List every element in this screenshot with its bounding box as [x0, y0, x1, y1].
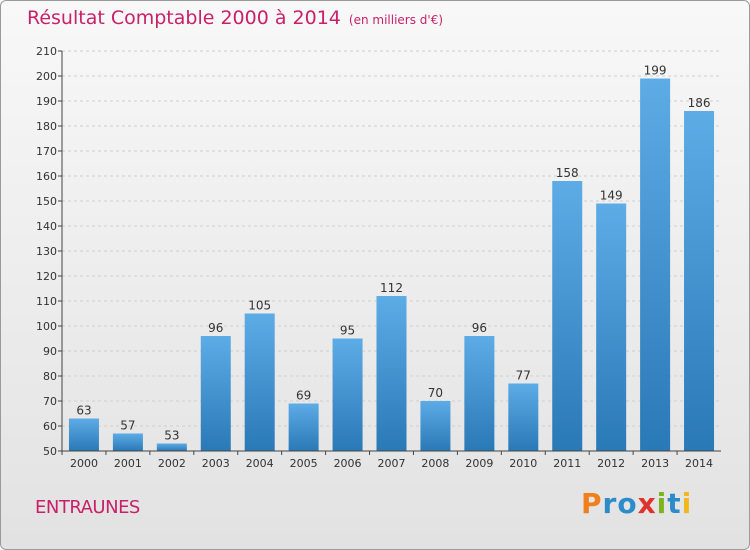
bars — [68, 78, 715, 451]
data-label-2006: 95 — [340, 324, 355, 338]
x-tick-label: 2000 — [70, 457, 98, 470]
y-tick-label: 150 — [36, 195, 57, 208]
y-tick-label: 120 — [36, 270, 57, 283]
y-tick-label: 110 — [36, 295, 57, 308]
bar-2003 — [200, 336, 231, 451]
x-tick-label: 2005 — [290, 457, 318, 470]
y-tick-label: 90 — [43, 345, 57, 358]
logo-letter: i — [656, 487, 668, 520]
data-label-2013: 199 — [644, 64, 667, 78]
commune-name: ENTRAUNES — [35, 497, 140, 518]
bar-2005 — [288, 403, 319, 451]
data-label-2007: 112 — [380, 281, 403, 295]
x-tick-label: 2010 — [509, 457, 537, 470]
bar-2004 — [244, 313, 275, 451]
logo-letter: t — [667, 487, 682, 520]
x-tick-label: 2012 — [597, 457, 625, 470]
bar-2013 — [640, 78, 671, 451]
data-label-2005: 69 — [296, 389, 311, 403]
bar-2010 — [508, 383, 539, 451]
grid-lines — [62, 50, 721, 427]
data-label-2002: 53 — [164, 429, 179, 443]
logo-letter: i — [681, 487, 693, 520]
x-tick-label: 2013 — [641, 457, 669, 470]
logo-letter: P — [581, 487, 603, 520]
y-tick-label: 190 — [36, 95, 57, 108]
y-tick-label: 140 — [36, 220, 57, 233]
chart-unit-note: (en milliers d'€) — [348, 13, 444, 27]
x-tick-label: 2006 — [334, 457, 362, 470]
bar-2014 — [684, 111, 715, 451]
bar-2002 — [156, 443, 187, 451]
chart-title: Résultat Comptable 2000 à 2014 (en millie… — [27, 7, 443, 29]
y-tick-label: 100 — [36, 320, 57, 333]
data-label-2011: 158 — [556, 166, 579, 180]
bar-2009 — [464, 336, 495, 451]
bar-2007 — [376, 296, 407, 451]
data-labels: 63 57 53 96 105 69 95 112 70 96 77 158 149 199 186 — [76, 64, 710, 443]
x-tick-label: 2003 — [202, 457, 230, 470]
bar-2001 — [112, 433, 143, 451]
y-axis-ticks: 50 60 70 80 90 100 110 120 130 140 150 160 170 180 190… — [36, 45, 62, 458]
y-tick-label: 130 — [36, 245, 57, 258]
data-label-2004: 105 — [248, 299, 271, 313]
data-label-2010: 77 — [516, 369, 531, 383]
y-tick-label: 200 — [36, 70, 57, 83]
x-tick-label: 2008 — [421, 457, 449, 470]
bar-2000 — [68, 418, 99, 451]
logo-letter: x — [637, 487, 657, 520]
y-tick-label: 70 — [43, 395, 57, 408]
y-tick-label: 80 — [43, 370, 57, 383]
y-tick-label: 50 — [43, 445, 57, 458]
x-tick-label: 2007 — [378, 457, 406, 470]
y-tick-label: 210 — [36, 45, 57, 58]
x-tick-label: 2004 — [246, 457, 274, 470]
x-tick-label: 2011 — [553, 457, 581, 470]
data-label-2014: 186 — [688, 96, 711, 110]
x-tick-label: 2014 — [685, 457, 713, 470]
bar-2006 — [332, 338, 363, 451]
data-label-2001: 57 — [120, 419, 135, 433]
data-label-2012: 149 — [600, 189, 623, 203]
data-label-2008: 70 — [428, 386, 443, 400]
bar-2008 — [420, 401, 451, 451]
x-axis-ticks: 2000 2001 2002 2003 2004 2005 2006 2007 2008 2009… — [61, 451, 713, 470]
data-label-2009: 96 — [472, 321, 487, 335]
y-tick-label: 160 — [36, 170, 57, 183]
y-tick-label: 180 — [36, 120, 57, 133]
axes — [61, 51, 721, 452]
chart-title-text: Résultat Comptable 2000 à 2014 — [27, 7, 341, 29]
x-tick-label: 2009 — [465, 457, 493, 470]
logo-letter: r — [602, 487, 618, 520]
logo-letter: o — [617, 487, 638, 520]
y-tick-label: 170 — [36, 145, 57, 158]
bar-2011 — [552, 181, 583, 451]
bar-2012 — [596, 203, 627, 451]
y-tick-label: 60 — [43, 420, 57, 433]
x-tick-label: 2001 — [114, 457, 142, 470]
x-tick-label: 2002 — [158, 457, 186, 470]
proxiti-logo: Proxiti — [581, 487, 692, 520]
data-label-2003: 96 — [208, 321, 223, 335]
data-label-2000: 63 — [76, 404, 91, 418]
